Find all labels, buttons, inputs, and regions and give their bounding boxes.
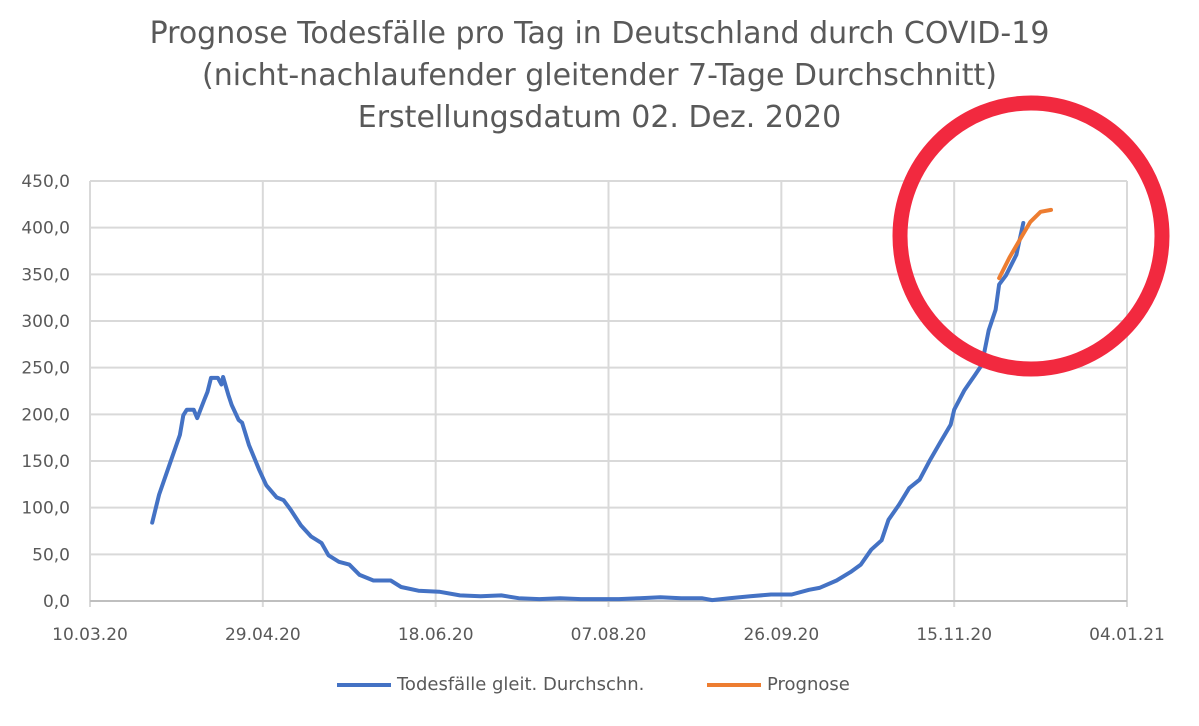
y-tick-label: 50,0 (32, 545, 70, 565)
series-line-todesfaelle (150, 221, 1026, 603)
y-tick-label: 300,0 (21, 312, 70, 332)
legend-swatch-blue (337, 682, 391, 687)
legend-item-todesfaelle: Todesfälle gleit. Durchschn. (337, 674, 644, 695)
x-tick-label: 26.09.20 (743, 625, 819, 645)
y-tick-label: 100,0 (21, 499, 70, 519)
x-tick-label: 29.04.20 (225, 625, 301, 645)
chart-title-line-2: (nicht-nachlaufender gleitender 7-Tage D… (202, 58, 997, 93)
series-line-prognose (997, 207, 1053, 281)
legend-swatch-orange (707, 682, 761, 687)
y-tick-label: 200,0 (21, 405, 70, 425)
y-tick-label: 0,0 (43, 592, 70, 612)
y-tick-label: 150,0 (21, 452, 70, 472)
x-tick-label: 07.08.20 (571, 625, 647, 645)
x-tick-label: 04.01.21 (1089, 625, 1165, 645)
y-tick-label: 450,0 (21, 172, 70, 192)
y-tick-label: 250,0 (21, 359, 70, 379)
legend-label: Todesfälle gleit. Durchschn. (397, 674, 645, 695)
highlight-circle (892, 95, 1170, 377)
x-tick-label: 10.03.20 (52, 625, 128, 645)
chart-title-line-1: Prognose Todesfälle pro Tag in Deutschla… (149, 16, 1050, 51)
chart-title-line-3: Erstellungsdatum 02. Dez. 2020 (357, 100, 842, 135)
y-tick-label: 350,0 (21, 265, 70, 285)
legend-label: Prognose (767, 674, 850, 695)
x-tick-label: 18.06.20 (398, 625, 474, 645)
x-tick-label: 15.11.20 (916, 625, 992, 645)
legend-item-prognose: Prognose (707, 674, 850, 695)
y-tick-label: 400,0 (21, 219, 70, 239)
